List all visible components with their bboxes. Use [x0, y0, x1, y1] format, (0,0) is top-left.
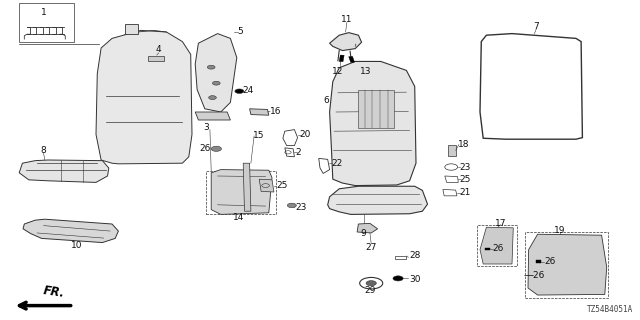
- Polygon shape: [125, 24, 138, 34]
- Circle shape: [211, 146, 221, 151]
- Text: 25: 25: [460, 175, 471, 184]
- Text: 7: 7: [534, 22, 539, 31]
- Text: 17: 17: [495, 219, 506, 228]
- Text: 2: 2: [296, 148, 301, 157]
- Text: 6: 6: [324, 96, 330, 105]
- Circle shape: [366, 281, 376, 286]
- Polygon shape: [211, 170, 272, 214]
- Polygon shape: [23, 219, 118, 243]
- Text: 13: 13: [360, 67, 371, 76]
- Text: 3: 3: [203, 124, 209, 132]
- Text: 14: 14: [233, 213, 244, 222]
- Polygon shape: [259, 179, 274, 192]
- Text: 15: 15: [253, 132, 264, 140]
- Bar: [148, 56, 164, 61]
- Circle shape: [209, 96, 216, 100]
- Polygon shape: [330, 33, 362, 51]
- Text: 16: 16: [270, 107, 282, 116]
- Text: 23: 23: [460, 163, 471, 172]
- Polygon shape: [19, 160, 109, 182]
- Text: FR.: FR.: [43, 284, 66, 300]
- Text: 22: 22: [332, 159, 343, 168]
- Text: 27: 27: [365, 243, 377, 252]
- Polygon shape: [448, 145, 456, 156]
- Text: 24: 24: [242, 86, 253, 95]
- Text: 8: 8: [41, 146, 46, 155]
- Text: 1: 1: [41, 8, 46, 17]
- Text: 29: 29: [364, 286, 376, 295]
- Polygon shape: [358, 90, 394, 128]
- Text: 26: 26: [544, 257, 556, 266]
- Polygon shape: [96, 30, 192, 164]
- Text: 21: 21: [460, 188, 471, 197]
- Bar: [536, 260, 541, 263]
- Text: 19: 19: [554, 226, 566, 235]
- Text: 9: 9: [361, 229, 366, 238]
- Polygon shape: [357, 223, 378, 233]
- Text: 18: 18: [458, 140, 469, 149]
- Text: 26: 26: [493, 244, 504, 253]
- Circle shape: [393, 276, 403, 281]
- Text: 30: 30: [410, 275, 421, 284]
- Circle shape: [235, 89, 244, 93]
- Text: 11: 11: [341, 15, 353, 24]
- Text: 28: 28: [410, 252, 421, 260]
- Text: 20: 20: [300, 130, 311, 139]
- Polygon shape: [528, 234, 607, 295]
- Circle shape: [212, 81, 220, 85]
- Bar: [349, 56, 355, 62]
- Polygon shape: [328, 186, 428, 214]
- Bar: [395, 256, 406, 259]
- Text: 10: 10: [71, 241, 83, 250]
- Polygon shape: [480, 227, 513, 264]
- Polygon shape: [243, 163, 251, 211]
- Text: 5: 5: [237, 28, 243, 36]
- Text: 25: 25: [276, 181, 288, 190]
- Polygon shape: [195, 112, 230, 120]
- Text: 26: 26: [200, 144, 211, 153]
- Circle shape: [207, 65, 215, 69]
- Text: 23: 23: [296, 204, 307, 212]
- Text: TZ54B4051A: TZ54B4051A: [588, 305, 634, 314]
- Polygon shape: [250, 109, 269, 115]
- Polygon shape: [195, 34, 237, 112]
- Text: 12: 12: [332, 68, 343, 76]
- Bar: [339, 55, 344, 62]
- Bar: [485, 248, 490, 250]
- Text: 4: 4: [156, 45, 161, 54]
- Text: —26: —26: [525, 271, 545, 280]
- Polygon shape: [330, 61, 416, 186]
- Circle shape: [287, 203, 296, 208]
